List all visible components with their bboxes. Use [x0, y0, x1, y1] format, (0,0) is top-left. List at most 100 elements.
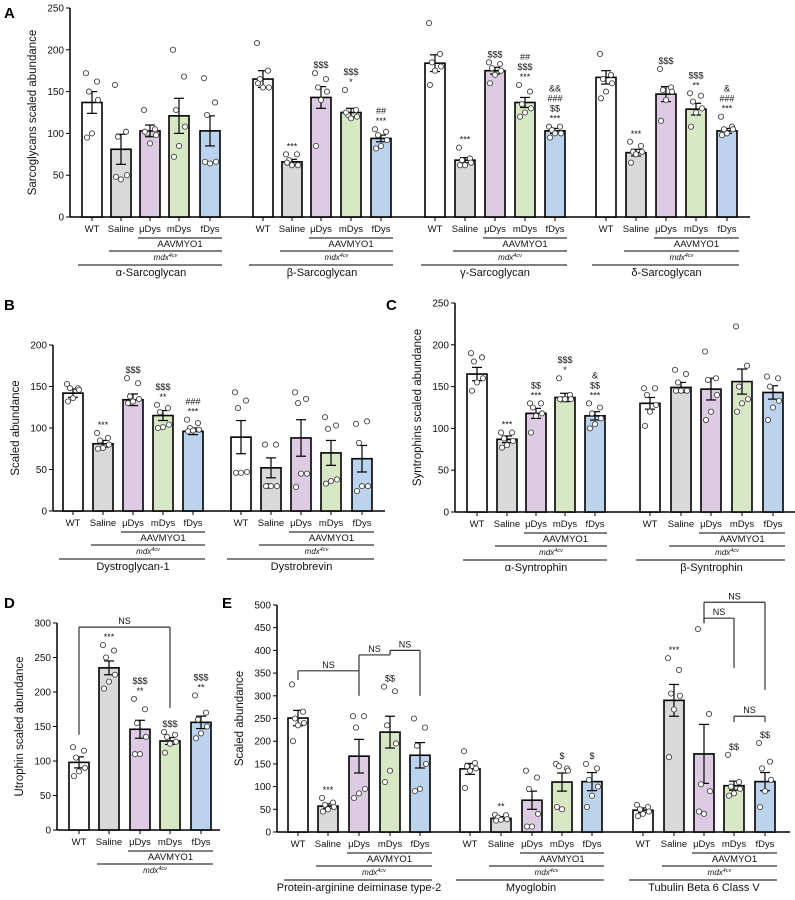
data-point: [637, 142, 645, 149]
data-point: [282, 151, 290, 158]
data-point: [732, 323, 740, 330]
data-point: [593, 765, 601, 772]
ns-label: NS: [118, 616, 131, 626]
significance-marker: $$$: [162, 719, 177, 729]
y-tick-label: 450: [254, 623, 271, 634]
y-tick-label: 250: [432, 299, 449, 310]
data-point: [364, 483, 372, 490]
data-point: [321, 801, 329, 808]
category-label: mDys: [378, 839, 403, 850]
significance-marker: **: [136, 686, 144, 696]
data-point: [170, 153, 178, 160]
y-tick-label: 200: [47, 45, 64, 56]
data-point: [347, 115, 355, 122]
significance-marker: **: [159, 392, 167, 402]
data-point: [333, 476, 341, 483]
data-point: [486, 80, 494, 87]
data-point: [692, 109, 700, 116]
bar-fDys: [544, 130, 566, 218]
data-point: [192, 735, 200, 742]
data-point: [189, 427, 197, 434]
category-label: μDys: [139, 224, 161, 235]
data-point: [80, 747, 88, 754]
model-label: mdx4cv: [305, 547, 330, 556]
data-point: [717, 113, 725, 120]
data-point: [99, 642, 107, 649]
data-point: [473, 379, 481, 386]
category-label: Saline: [661, 839, 687, 850]
y-tick-label: 0: [41, 507, 47, 518]
data-point: [674, 379, 682, 386]
category-label: WT: [463, 839, 478, 850]
data-point: [303, 470, 311, 477]
data-point: [194, 716, 202, 723]
data-point: [597, 95, 605, 102]
model-label-base: mdx: [136, 547, 152, 556]
bar-fDys: [716, 130, 738, 218]
significance-marker: &: [724, 84, 730, 94]
data-point: [491, 71, 499, 78]
significance-marker: $$$: [125, 365, 140, 375]
data-point: [322, 76, 330, 83]
bar-WT: [81, 101, 103, 218]
data-point: [160, 728, 168, 736]
significance-marker: $$$: [658, 56, 673, 66]
data-point: [775, 397, 783, 404]
data-point: [363, 418, 371, 425]
model-label: mdx4cv: [362, 868, 387, 877]
significance-marker: ***: [188, 407, 199, 417]
data-point: [93, 429, 101, 437]
significance-marker: $$: [385, 674, 395, 684]
group-label: β-Sarcoglycan: [287, 267, 358, 279]
data-point: [652, 401, 660, 409]
data-point: [725, 792, 733, 799]
model-label: mdx4cv: [539, 548, 564, 557]
data-point: [467, 159, 475, 166]
data-point: [468, 387, 476, 394]
bar-μDys: [525, 412, 547, 513]
data-point: [730, 790, 738, 797]
data-point: [526, 88, 534, 95]
data-point: [172, 106, 180, 114]
bar-WT: [62, 392, 84, 512]
data-point: [528, 823, 536, 830]
model-label: mdx4cv: [670, 253, 695, 262]
data-point: [88, 130, 96, 137]
data-point: [212, 158, 220, 165]
data-point: [194, 419, 202, 427]
data-point: [371, 126, 379, 133]
data-point: [300, 719, 308, 727]
significance-marker: $$: [531, 380, 541, 390]
data-point: [646, 408, 654, 415]
data-point: [294, 722, 302, 729]
group-label: Myoglobin: [506, 882, 556, 894]
significance-marker: $$$: [343, 67, 358, 77]
panel-letter: D: [4, 595, 15, 612]
data-point: [191, 692, 199, 699]
data-point: [391, 688, 399, 695]
panel-letter: E: [222, 595, 232, 612]
significance-marker: $$$: [193, 672, 208, 682]
category-label: WT: [256, 224, 271, 235]
data-point: [743, 362, 751, 369]
category-label: mDys: [722, 839, 747, 850]
category-label: fDys: [764, 519, 783, 530]
data-point: [478, 354, 486, 361]
data-point: [360, 713, 368, 720]
data-point: [758, 765, 766, 772]
y-tick-label: 200: [34, 688, 51, 699]
data-point: [350, 794, 358, 802]
data-point: [302, 395, 310, 403]
significance-marker: $$$: [313, 60, 328, 70]
data-point: [265, 84, 273, 91]
y-tick-label: 100: [47, 129, 64, 140]
significance-marker: **: [497, 802, 505, 812]
data-point: [72, 754, 80, 761]
panel-D: D 0 50 100 150 200 250 300 Utrophin scaled abund…: [4, 595, 220, 875]
treatment-label: AAVMYO1: [674, 239, 719, 250]
data-point: [83, 134, 91, 141]
data-point: [413, 742, 421, 749]
ns-label: NS: [368, 644, 381, 654]
data-point: [111, 671, 119, 678]
category-label: fDys: [192, 837, 211, 848]
